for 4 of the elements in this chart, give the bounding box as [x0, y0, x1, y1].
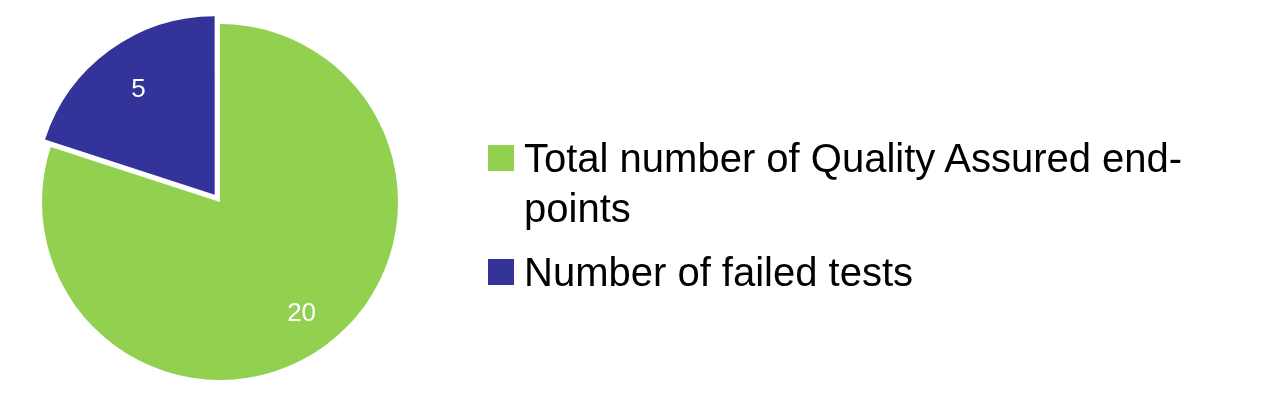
legend-label: Total number of Quality Assured end-points — [524, 135, 1184, 232]
legend-label: Number of failed tests — [524, 249, 914, 296]
data-label: 5 — [131, 72, 146, 103]
data-label: 20 — [287, 297, 317, 328]
